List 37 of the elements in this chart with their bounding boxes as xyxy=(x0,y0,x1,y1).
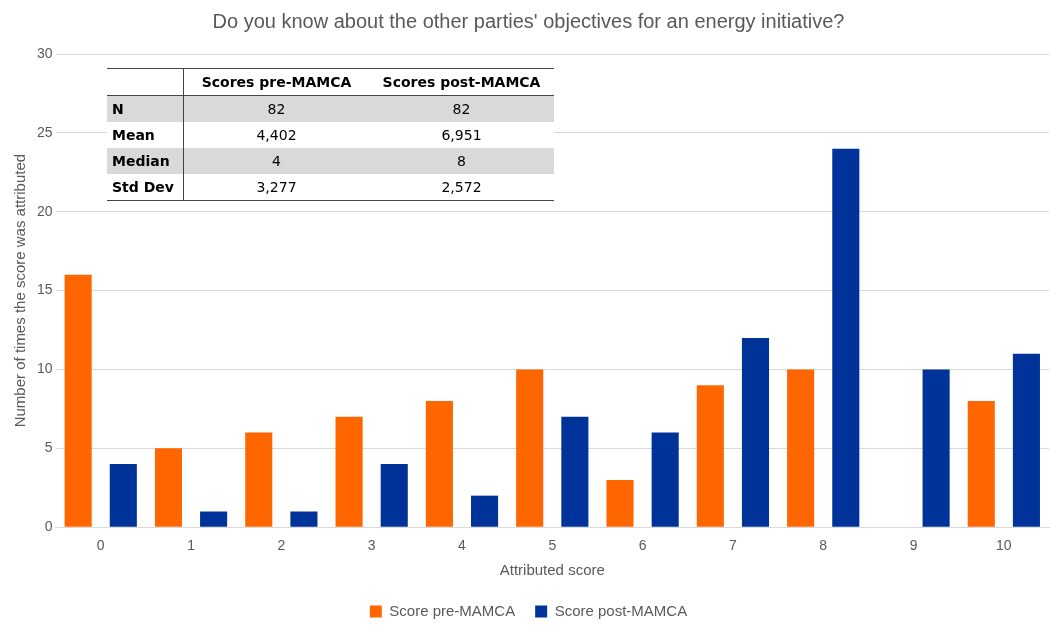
annotation: Median xyxy=(107,148,184,174)
x-tick-label: 9 xyxy=(909,537,918,554)
annotation: Scores pre-MAMCA xyxy=(183,68,369,96)
legend-label: Score post-MAMCA xyxy=(554,601,688,619)
annotation: 8 xyxy=(369,148,554,174)
annotation: Mean xyxy=(107,122,184,148)
annotation: 82 xyxy=(183,95,369,122)
chart-title: Do you know about the other parties' objectives for an energy initiative? xyxy=(212,9,845,32)
y-tick-label: 15 xyxy=(36,281,53,298)
x-tick-label: 8 xyxy=(819,537,828,554)
x-tick-label: 10 xyxy=(996,537,1012,554)
x-tick-label: 4 xyxy=(458,537,467,554)
y-tick-label: 30 xyxy=(36,44,53,61)
annotation: N xyxy=(107,95,184,122)
y-axis-title: Number of times the score was attributed xyxy=(11,153,29,428)
annotation: 4,402 xyxy=(255,126,298,145)
annotation: 6,951 xyxy=(440,126,483,145)
x-tick-label: 3 xyxy=(367,537,376,554)
y-tick-label: 25 xyxy=(36,123,53,140)
x-tick-label: 7 xyxy=(729,537,738,554)
annotation: Std Dev xyxy=(107,174,184,201)
annotation: Scores post-MAMCA xyxy=(369,68,554,96)
y-tick-label: 20 xyxy=(36,202,53,219)
y-tick-label: 5 xyxy=(44,439,53,456)
legend-label: Score pre-MAMCA xyxy=(389,601,516,619)
annotation: 2,572 xyxy=(369,174,554,201)
x-tick-label: 6 xyxy=(638,537,647,554)
x-tick-label: 2 xyxy=(277,537,286,554)
x-tick-label: 1 xyxy=(187,537,196,554)
x-tick-label: 0 xyxy=(96,537,105,554)
annotation: 3,277 xyxy=(183,174,369,201)
annotation: 82 xyxy=(369,95,554,122)
annotation: 4 xyxy=(183,148,369,174)
y-tick-label: 10 xyxy=(36,360,53,377)
x-axis-title: Attributed score xyxy=(499,561,605,579)
y-tick-label: 0 xyxy=(44,518,53,535)
x-tick-label: 5 xyxy=(548,537,557,554)
